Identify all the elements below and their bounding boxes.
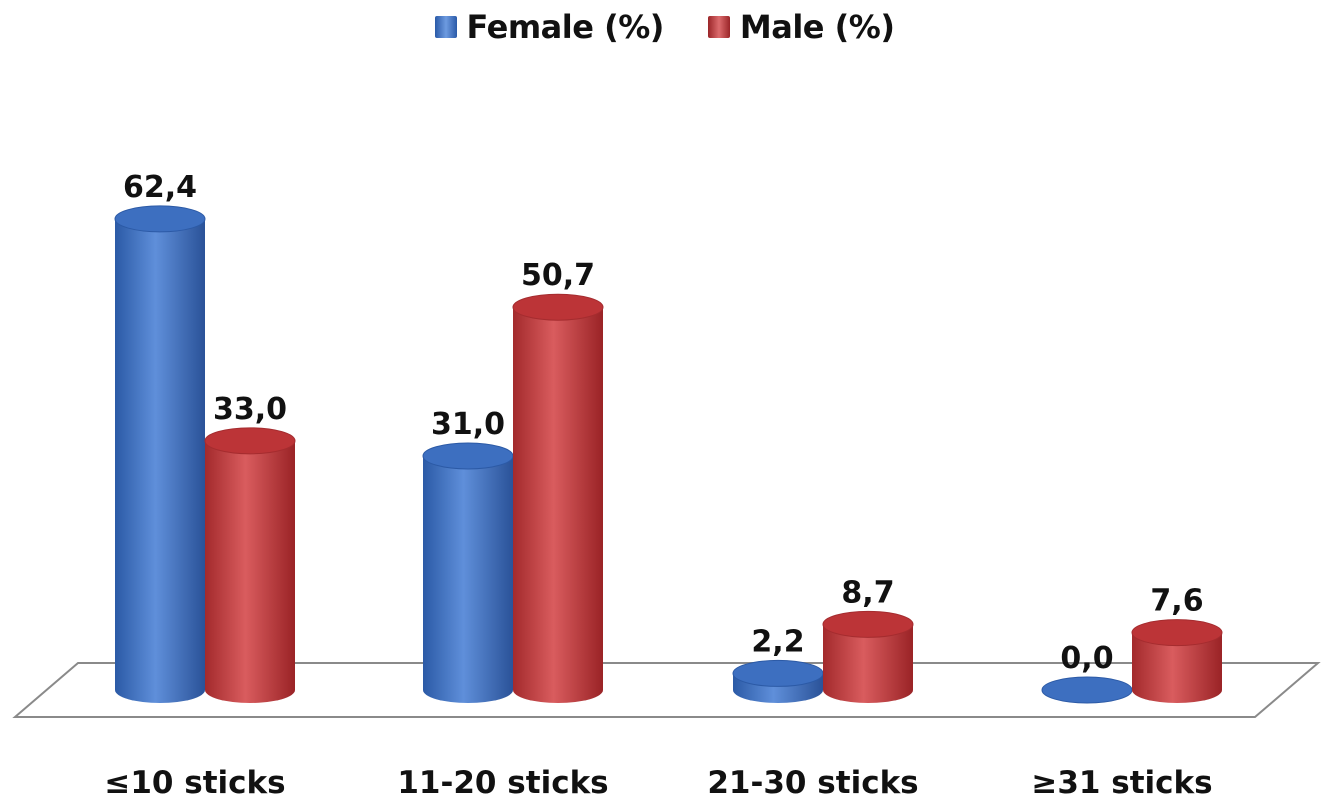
legend-item-male: Male (%) bbox=[707, 8, 895, 46]
legend-item-female: Female (%) bbox=[434, 8, 665, 46]
data-label-male-1: 33,0 bbox=[213, 392, 287, 427]
bar-male-3 bbox=[822, 610, 914, 703]
data-label-male-4: 7,6 bbox=[1150, 584, 1203, 619]
labels-layer: 62,4 33,0 ≤10 sticks 31,0 50,7 11-20 sticks 2,… bbox=[104, 170, 1212, 801]
bar-female-2 bbox=[422, 442, 514, 703]
bar-top bbox=[1131, 619, 1223, 647]
data-label-female-4: 0,0 bbox=[1060, 641, 1113, 676]
bar-female-3 bbox=[732, 659, 824, 703]
data-label-male-3: 8,7 bbox=[841, 575, 894, 610]
bar-male-2 bbox=[512, 293, 604, 703]
chart-floor bbox=[12, 662, 1321, 718]
x-tick-label-2: 11-20 sticks bbox=[397, 765, 608, 801]
legend-swatch-female bbox=[434, 16, 457, 38]
legend-label-female: Female (%) bbox=[466, 8, 665, 46]
bar-body bbox=[513, 307, 603, 703]
data-label-female-2: 31,0 bbox=[431, 407, 505, 442]
bar-body bbox=[205, 440, 295, 703]
bar-top bbox=[422, 442, 514, 470]
data-label-female-1: 62,4 bbox=[123, 170, 197, 205]
bar-body bbox=[1132, 632, 1222, 703]
bar-top bbox=[822, 610, 914, 638]
x-tick-label-3: 21-30 sticks bbox=[707, 765, 918, 801]
bar-top bbox=[204, 427, 296, 455]
bar-top bbox=[512, 293, 604, 321]
data-label-female-3: 2,2 bbox=[751, 624, 804, 659]
bar-top bbox=[1041, 676, 1133, 704]
x-tick-label-4: ≥31 sticks bbox=[1031, 765, 1212, 801]
data-label-male-2: 50,7 bbox=[521, 258, 595, 293]
bar-male-1 bbox=[204, 427, 296, 703]
bar-male-4 bbox=[1131, 619, 1223, 703]
bars-layer bbox=[114, 205, 1223, 704]
chart-legend: Female (%) Male (%) bbox=[0, 8, 1329, 46]
bar-female-1 bbox=[114, 205, 206, 703]
bar-female-4 bbox=[1041, 676, 1133, 704]
legend-swatch-male bbox=[707, 16, 730, 38]
legend-label-male: Male (%) bbox=[739, 8, 895, 46]
bar-body bbox=[823, 624, 913, 703]
bar-body bbox=[423, 455, 513, 703]
bar-top bbox=[732, 659, 824, 687]
bar-top bbox=[114, 205, 206, 233]
bar-body bbox=[115, 218, 205, 703]
x-tick-label-1: ≤10 sticks bbox=[104, 765, 285, 801]
